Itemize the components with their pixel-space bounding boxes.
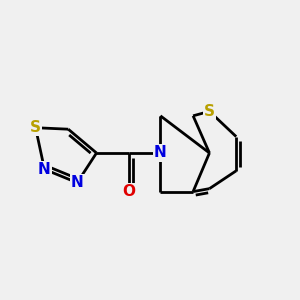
- Text: S: S: [204, 104, 215, 119]
- Text: O: O: [123, 184, 136, 199]
- Text: S: S: [30, 120, 41, 135]
- Text: N: N: [71, 175, 84, 190]
- Text: N: N: [154, 146, 167, 160]
- Text: N: N: [38, 162, 51, 177]
